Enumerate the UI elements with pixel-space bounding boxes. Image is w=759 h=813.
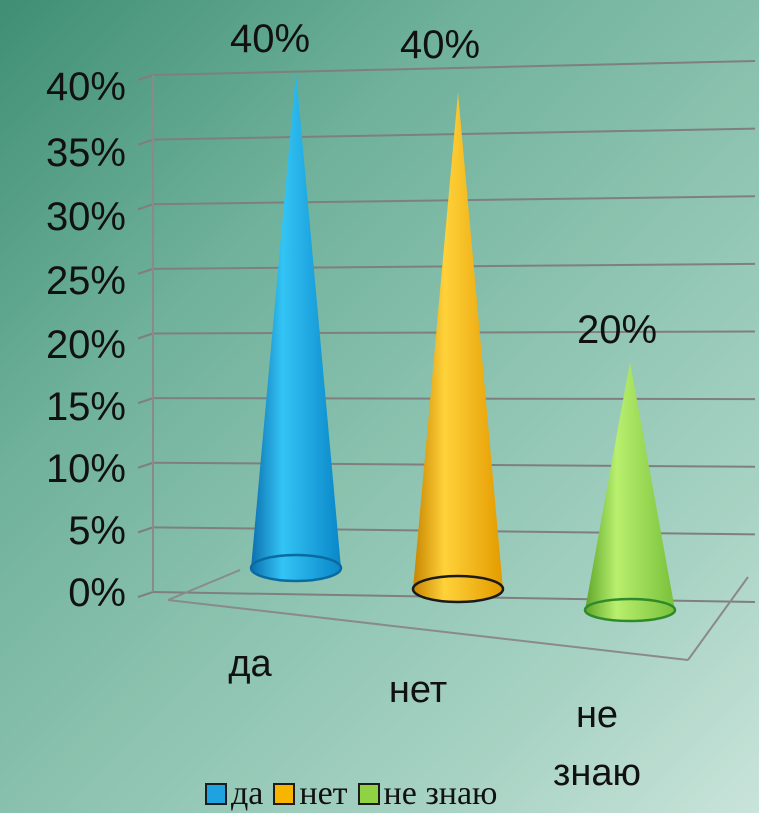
legend-item-net: нет [273,775,348,813]
gridline [152,60,756,76]
y-axis-tick-mark [137,203,154,211]
legend-item-da: да [205,775,263,813]
legend: да нет не знаю [205,775,498,813]
legend-item-ne-znayu: не знаю [357,775,498,813]
y-tick-10: 10% [46,447,126,491]
data-label-net: 40% [400,23,480,67]
category-label-net: нет [389,669,447,711]
y-tick-5: 5% [68,509,126,553]
floor-front-edge [167,599,689,661]
floor-left-edge [167,569,241,601]
cone-net [413,92,503,603]
floor-right-edge [687,576,749,661]
cone-da [251,71,341,582]
data-label-da: 40% [230,17,310,61]
y-tick-20: 20% [46,323,126,367]
cone-base-da [249,553,343,583]
y-tick-0: 0% [68,571,126,615]
legend-label-net: нет [299,775,348,812]
data-labels: 40% 40% 20% [230,17,657,352]
x-axis-categories: да нет не знаю [228,643,641,794]
y-tick-30: 30% [46,195,126,239]
y-axis-tick-mark [137,74,154,81]
data-label-ne-znayu: 20% [577,308,657,352]
y-axis-tick-mark [137,332,154,340]
y-axis-tick-mark [137,267,154,275]
y-tick-35: 35% [46,131,126,175]
legend-swatch-da [205,783,227,805]
y-axis-ticks: 0% 5% 10% 15% 20% 25% 30% 35% 40% [46,65,126,615]
cone-base-ne-znayu [583,597,677,623]
y-axis-tick-mark [137,138,154,146]
legend-label-da: да [231,775,264,812]
category-label-ne-znayu: не знаю [553,694,641,794]
legend-swatch-ne-znayu [357,783,380,805]
cone-series [249,71,677,623]
y-axis-tick-mark [137,591,154,598]
y-tick-15: 15% [46,385,126,429]
cone-ne-znayu [585,361,675,621]
legend-label-ne-znayu: не знаю [383,775,498,812]
y-tick-40: 40% [46,65,126,109]
y-tick-25: 25% [46,259,126,303]
category-label-da: да [228,643,272,685]
y-axis-tick-mark [137,461,154,469]
y-axis-tick-mark [137,526,154,534]
gridline [152,127,756,141]
legend-swatch-net [273,783,296,805]
y-axis-tick-mark [137,397,154,405]
cone-base-net [411,574,505,604]
